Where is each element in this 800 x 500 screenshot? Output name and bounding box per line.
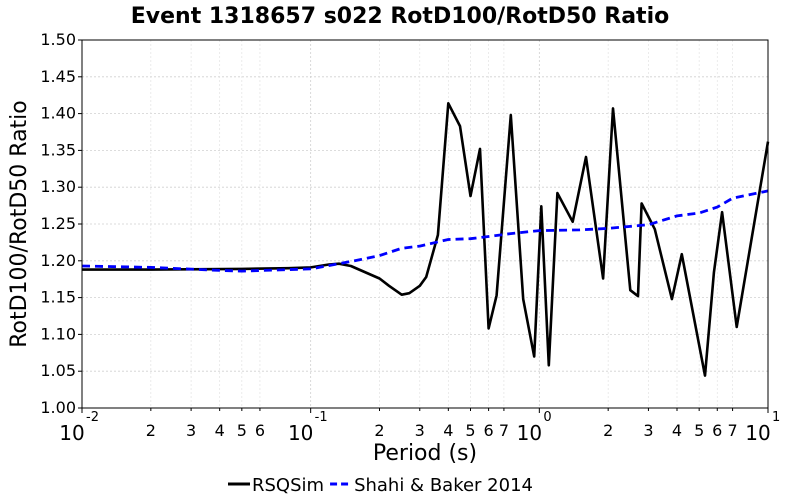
y-tick-label: 1.50 bbox=[40, 30, 76, 49]
x-minor-tick-label: 5 bbox=[237, 421, 247, 440]
legend: RSQSim Shahi & Baker 2014 bbox=[228, 475, 533, 496]
x-major-tick-label: 10 bbox=[517, 421, 542, 445]
y-tick-label: 1.15 bbox=[40, 288, 76, 307]
x-minor-tick-label: 6 bbox=[255, 421, 265, 440]
x-major-tick-exponent: 1 bbox=[772, 410, 780, 425]
y-tick-label: 1.35 bbox=[40, 140, 76, 159]
x-minor-tick-label: 3 bbox=[186, 421, 196, 440]
y-tick-label: 1.00 bbox=[40, 398, 76, 417]
x-major-tick-label: 10 bbox=[59, 421, 84, 445]
y-tick-label: 1.45 bbox=[40, 67, 76, 86]
x-minor-tick-label: 7 bbox=[727, 421, 737, 440]
x-axis-label: Period (s) bbox=[373, 441, 477, 466]
legend-label: Shahi & Baker 2014 bbox=[354, 475, 533, 496]
x-minor-tick-label: 3 bbox=[643, 421, 653, 440]
x-major-tick-label: 10 bbox=[745, 421, 770, 445]
x-minor-tick-label: 2 bbox=[603, 421, 613, 440]
x-minor-tick-label: 6 bbox=[484, 421, 494, 440]
y-tick-label: 1.05 bbox=[40, 361, 76, 380]
grid bbox=[81, 39, 769, 409]
y-tick-label: 1.25 bbox=[40, 214, 76, 233]
x-minor-tick-label: 5 bbox=[465, 421, 475, 440]
x-major-tick-label: 10 bbox=[288, 421, 313, 445]
y-tick-label: 1.30 bbox=[40, 177, 76, 196]
series-line-shahi-baker-2014 bbox=[81, 189, 769, 273]
x-minor-tick-label: 4 bbox=[443, 421, 453, 440]
series-layer bbox=[81, 102, 770, 377]
series-line-rsqsim bbox=[82, 102, 770, 377]
x-minor-tick-label: 4 bbox=[215, 421, 225, 440]
x-minor-tick-label: 7 bbox=[499, 421, 509, 440]
legend-label: RSQSim bbox=[252, 475, 324, 496]
chart-title: Event 1318657 s022 RotD100/RotD50 Ratio bbox=[131, 4, 669, 29]
ticks: 1.00 1.05 1.10 1.15 1.20 1.25 1.30 1.35 1.40 1.45… bbox=[40, 30, 780, 445]
x-minor-tick-label: 2 bbox=[374, 421, 384, 440]
plot-frame bbox=[81, 39, 769, 409]
x-major-tick-exponent: -2 bbox=[86, 410, 99, 425]
x-major-tick-exponent: 0 bbox=[543, 410, 551, 425]
y-tick-label: 1.10 bbox=[40, 324, 76, 343]
x-minor-tick-label: 3 bbox=[415, 421, 425, 440]
x-minor-tick-label: 4 bbox=[672, 421, 682, 440]
x-minor-tick-label: 6 bbox=[712, 421, 722, 440]
x-minor-tick-label: 2 bbox=[146, 421, 156, 440]
x-major-tick-exponent: -1 bbox=[315, 410, 328, 425]
x-minor-tick-label: 5 bbox=[694, 421, 704, 440]
y-tick-label: 1.20 bbox=[40, 251, 76, 270]
y-axis-label: RotD100/RotD50 Ratio bbox=[7, 100, 32, 348]
y-tick-label: 1.40 bbox=[40, 104, 76, 123]
